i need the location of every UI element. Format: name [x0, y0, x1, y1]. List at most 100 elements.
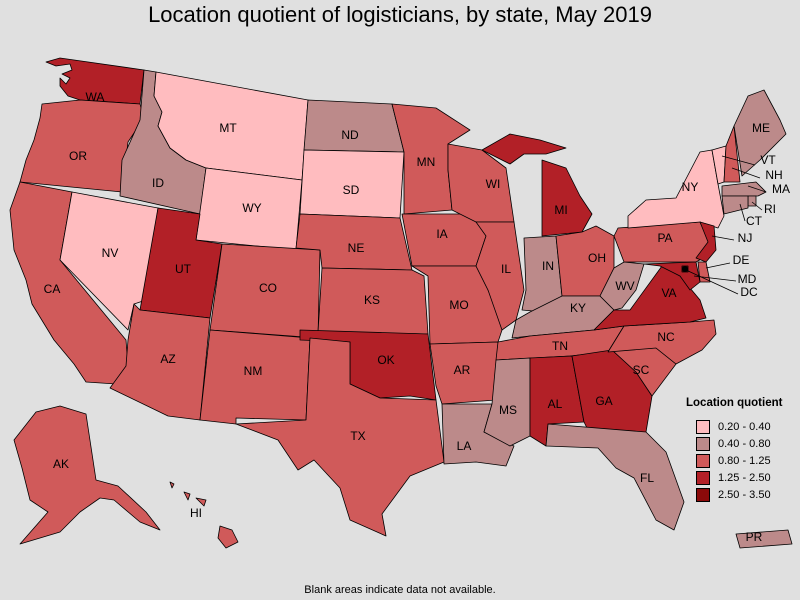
state-label-mn: MN	[417, 155, 436, 169]
state-label-fl: FL	[640, 471, 654, 485]
state-label-co: CO	[259, 281, 277, 295]
legend-swatch	[696, 419, 710, 434]
state-nh	[723, 125, 741, 183]
state-me	[733, 89, 787, 177]
state-label-ks: KS	[364, 293, 380, 307]
state-label-ri: RI	[764, 202, 776, 216]
legend-swatch	[696, 487, 710, 502]
state-label-ne: NE	[348, 241, 365, 255]
state-label-mt: MT	[219, 121, 237, 135]
state-ny	[627, 149, 725, 229]
state-ca	[9, 181, 129, 385]
state-label-nv: NV	[102, 246, 119, 260]
state-label-wa: WA	[86, 90, 105, 104]
state-wv	[599, 261, 645, 311]
state-label-tn: TN	[552, 339, 568, 353]
state-ar	[429, 341, 499, 405]
leader-line-vt	[721, 155, 756, 166]
state-mi	[481, 133, 593, 237]
state-label-mi: MI	[554, 203, 567, 217]
state-label-oh: OH	[588, 251, 606, 265]
state-il	[475, 221, 525, 331]
state-label-wv: WV	[615, 279, 634, 293]
state-label-dc: DC	[740, 285, 758, 299]
state-ak	[13, 405, 161, 545]
state-label-ca: CA	[44, 282, 61, 296]
state-label-id: ID	[152, 176, 164, 190]
state-label-ok: OK	[377, 353, 394, 367]
state-label-sc: SC	[633, 363, 650, 377]
state-label-mo: MO	[449, 298, 468, 312]
leader-line-nj	[711, 235, 735, 241]
state-label-me: ME	[752, 121, 770, 135]
legend-label: 0.80 - 1.25	[718, 454, 771, 467]
state-pr	[735, 529, 793, 549]
legend-item: 0.40 - 0.80	[686, 435, 798, 452]
state-label-nc: NC	[657, 330, 675, 344]
state-label-nj: NJ	[738, 231, 753, 245]
state-label-or: OR	[69, 149, 87, 163]
leader-line-ct	[739, 203, 746, 222]
state-label-va: VA	[661, 286, 676, 300]
state-label-ar: AR	[454, 363, 471, 377]
state-label-il: IL	[501, 262, 511, 276]
state-label-tx: TX	[350, 429, 365, 443]
state-ma	[721, 181, 767, 197]
legend-label: 1.25 - 2.50	[718, 471, 771, 484]
leader-line-nh	[731, 167, 761, 179]
state-ct	[721, 195, 749, 215]
legend-label: 0.20 - 0.40	[718, 420, 771, 433]
state-label-ut: UT	[175, 262, 192, 276]
state-nd	[303, 99, 405, 153]
state-label-nm: NM	[244, 364, 263, 378]
state-label-nd: ND	[341, 128, 359, 142]
legend: Location quotient 0.20 - 0.40 0.40 - 0.8…	[686, 397, 798, 503]
state-fl	[545, 423, 685, 531]
state-label-ny: NY	[682, 180, 699, 194]
legend-label: 2.50 - 3.50	[718, 488, 771, 501]
legend-item: 2.50 - 3.50	[686, 486, 798, 503]
legend-swatch	[696, 436, 710, 451]
legend-swatch	[696, 453, 710, 468]
state-label-ky: KY	[570, 301, 586, 315]
state-label-ct: CT	[746, 214, 763, 228]
state-label-hi: HI	[190, 506, 202, 520]
state-label-in: IN	[542, 259, 554, 273]
state-tx	[235, 337, 445, 537]
state-label-wi: WI	[486, 177, 501, 191]
state-label-vt: VT	[760, 153, 776, 167]
leader-line-ma	[747, 185, 767, 193]
state-label-nh: NH	[765, 168, 782, 182]
state-label-ak: AK	[53, 457, 69, 471]
state-label-ga: GA	[595, 394, 612, 408]
legend-item: 0.20 - 0.40	[686, 418, 798, 435]
legend-label: 0.40 - 0.80	[718, 437, 771, 450]
legend-item: 0.80 - 1.25	[686, 452, 798, 469]
footnote: Blank areas indicate data not available.	[304, 584, 496, 596]
state-label-ma: MA	[772, 182, 790, 196]
state-hi	[169, 481, 239, 549]
legend-swatch	[696, 470, 710, 485]
leader-line-ri	[751, 201, 763, 211]
state-wa	[45, 57, 145, 105]
state-az	[109, 303, 211, 421]
legend-item: 1.25 - 2.50	[686, 469, 798, 486]
state-label-ia: IA	[436, 227, 447, 241]
state-label-de: DE	[733, 253, 750, 267]
state-label-ms: MS	[499, 403, 517, 417]
state-label-al: AL	[548, 397, 563, 411]
state-ks	[317, 267, 429, 335]
leader-line-dc	[685, 269, 739, 295]
state-label-pa: PA	[657, 231, 672, 245]
leader-line-de	[705, 262, 731, 269]
page-title: Location quotient of logisticians, by st…	[148, 2, 652, 27]
state-label-sd: SD	[343, 183, 360, 197]
dc-marker	[682, 266, 688, 272]
state-label-pr: PR	[746, 530, 763, 544]
legend-title: Location quotient	[686, 397, 783, 409]
state-label-az: AZ	[160, 352, 175, 366]
state-label-md: MD	[738, 272, 757, 286]
state-label-la: LA	[457, 439, 472, 453]
state-label-wy: WY	[242, 201, 261, 215]
